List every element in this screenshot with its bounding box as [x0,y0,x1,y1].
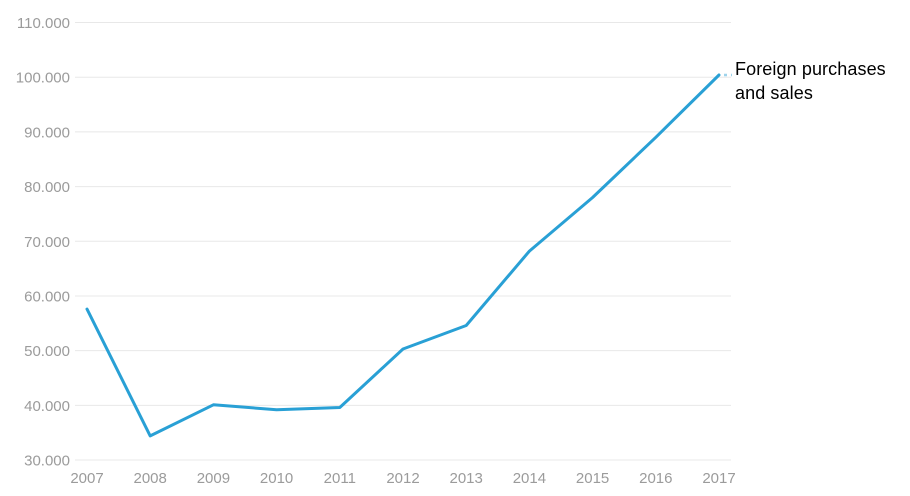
x-axis-tick-label: 2014 [513,470,546,487]
x-axis-tick-label: 2009 [197,470,230,487]
y-axis-tick-label: 80.000 [24,179,70,196]
series-line [85,73,721,438]
x-axis-tick-label: 2017 [702,470,735,487]
y-axis-tick-label: 40.000 [24,398,70,415]
y-axis-tick-label: 110.000 [17,15,70,32]
series-label-line1: Foreign purchases [735,59,886,79]
x-axis-tick-label: 2007 [70,470,103,487]
x-axis-tick-label: 2012 [386,470,419,487]
y-axis-tick-label: 60.000 [24,288,70,305]
series-label: Foreign purchases and sales [735,57,905,105]
y-axis-tick-label: 30.000 [24,453,70,470]
x-axis-tick-label: 2011 [324,470,356,487]
x-axis-tick-label: 2010 [260,470,293,487]
y-axis-tick-label: 90.000 [24,124,70,141]
x-axis-tick-label: 2008 [134,470,167,487]
y-axis-tick-label: 50.000 [24,343,70,360]
x-axis-tick-label: 2013 [450,470,483,487]
x-axis-tick-label: 2016 [639,470,672,487]
y-axis-tick-label: 100.000 [16,70,70,87]
x-axis-tick-label: 2015 [576,470,609,487]
y-axis-tick-label: 70.000 [24,234,70,251]
series-label-line2: and sales [735,83,813,103]
